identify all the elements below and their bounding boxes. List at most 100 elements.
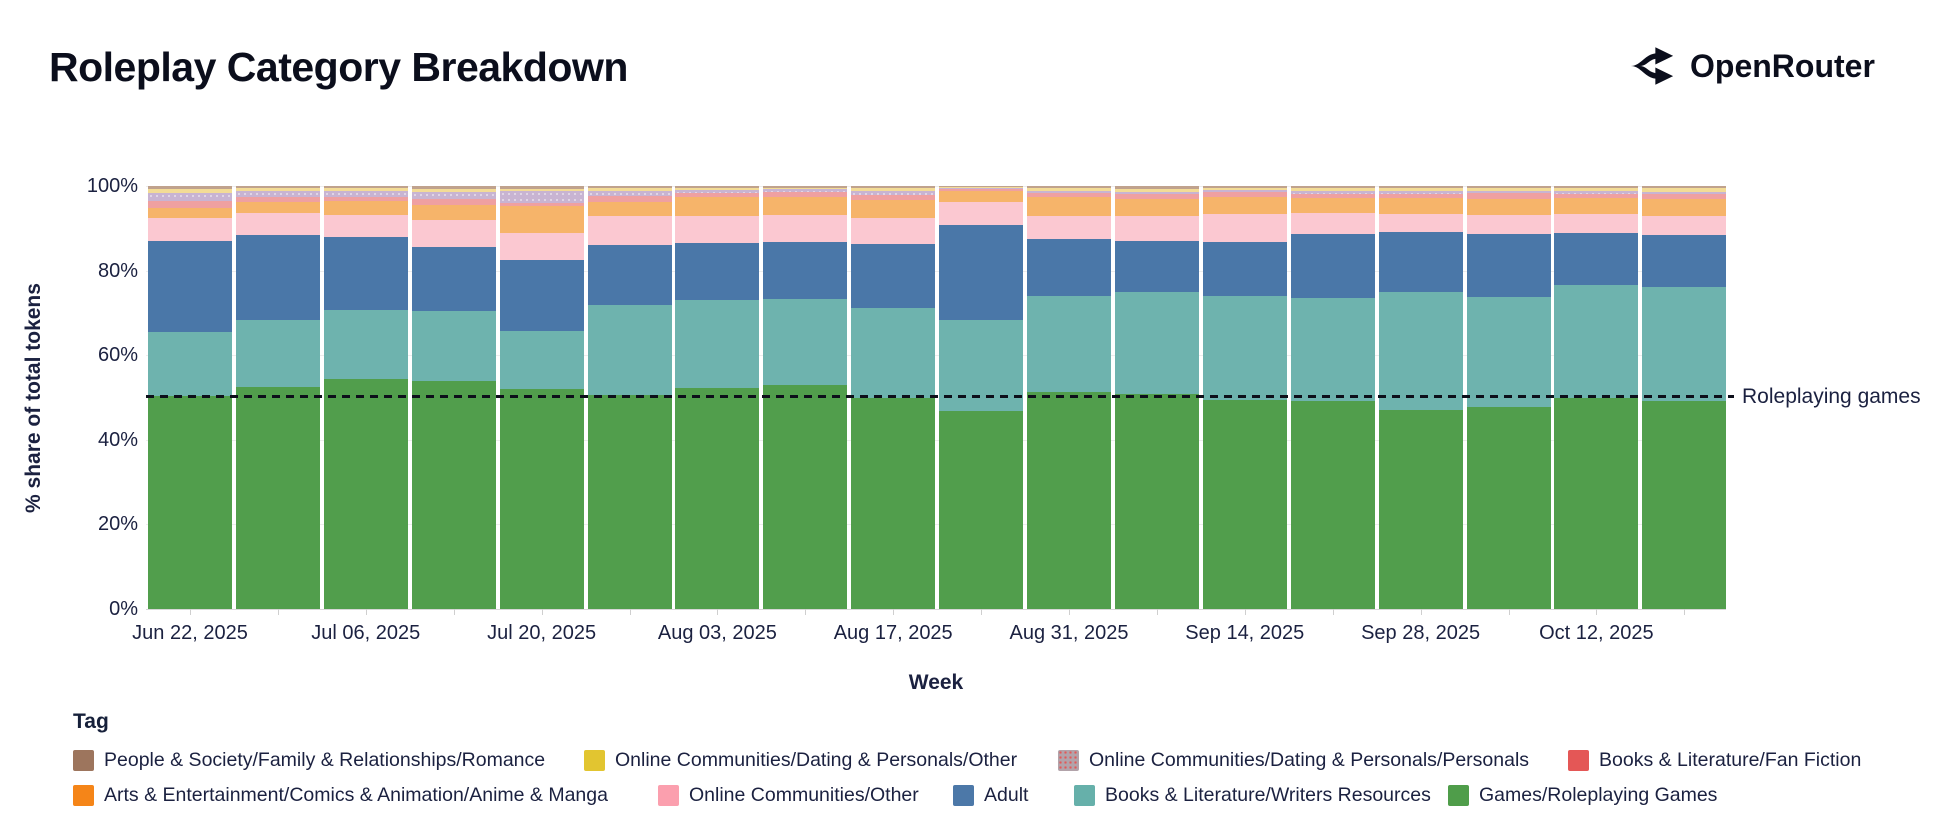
legend-item-personals[interactable]: Online Communities/Dating & Personals/Pe…	[1058, 748, 1529, 772]
segment-games[interactable]	[763, 385, 848, 609]
segment-romance[interactable]	[148, 186, 232, 189]
bar-jul-27-2025[interactable]	[587, 186, 672, 609]
segment-romance[interactable]	[1114, 186, 1199, 189]
segment-fanfic[interactable]	[235, 197, 320, 203]
segment-personals[interactable]	[1290, 191, 1375, 194]
segment-oc_other[interactable]	[1466, 214, 1551, 235]
segment-personals[interactable]	[1378, 191, 1463, 194]
segment-games[interactable]	[1114, 393, 1199, 609]
segment-personals[interactable]	[323, 191, 408, 198]
segment-adult[interactable]	[148, 240, 232, 333]
bar-sep-14-2025[interactable]	[1202, 186, 1287, 609]
segment-personals[interactable]	[1642, 191, 1727, 195]
bar-jul-13-2025[interactable]	[411, 186, 496, 609]
segment-anime[interactable]	[1114, 199, 1199, 217]
segment-games[interactable]	[1378, 410, 1463, 609]
segment-adult[interactable]	[1202, 242, 1287, 297]
segment-oc_other[interactable]	[499, 232, 584, 260]
segment-dating_other[interactable]	[411, 188, 496, 192]
segment-dating_other[interactable]	[1202, 187, 1287, 191]
bar-oct-19-2025[interactable]	[1642, 186, 1727, 609]
segment-oc_other[interactable]	[1114, 216, 1199, 241]
segment-games[interactable]	[235, 387, 320, 609]
segment-romance[interactable]	[1554, 186, 1639, 189]
segment-oc_other[interactable]	[939, 202, 1024, 225]
segment-adult[interactable]	[1642, 235, 1727, 288]
bar-oct-12-2025[interactable]	[1554, 186, 1639, 609]
bar-aug-24-2025[interactable]	[939, 186, 1024, 609]
segment-anime[interactable]	[939, 191, 1024, 203]
segment-anime[interactable]	[1027, 196, 1111, 216]
segment-adult[interactable]	[235, 235, 320, 321]
segment-fanfic[interactable]	[1290, 193, 1375, 199]
segment-romance[interactable]	[675, 186, 760, 188]
segment-writers[interactable]	[1554, 285, 1639, 399]
segment-writers[interactable]	[675, 299, 760, 388]
segment-fanfic[interactable]	[851, 194, 936, 200]
segment-oc_other[interactable]	[1027, 215, 1111, 240]
segment-romance[interactable]	[323, 186, 408, 189]
segment-adult[interactable]	[411, 246, 496, 311]
segment-adult[interactable]	[1466, 234, 1551, 298]
bar-jun-29-2025[interactable]	[235, 186, 320, 609]
segment-romance[interactable]	[235, 186, 320, 188]
segment-games[interactable]	[1642, 400, 1727, 609]
segment-anime[interactable]	[1554, 198, 1639, 214]
legend-item-games[interactable]: Games/Roleplaying Games	[1448, 783, 1717, 807]
segment-anime[interactable]	[1290, 198, 1375, 214]
segment-dating_other[interactable]	[323, 188, 408, 192]
segment-writers[interactable]	[148, 332, 232, 396]
segment-dating_other[interactable]	[587, 188, 672, 192]
segment-oc_other[interactable]	[763, 215, 848, 243]
segment-romance[interactable]	[1290, 186, 1375, 189]
segment-games[interactable]	[587, 394, 672, 609]
segment-writers[interactable]	[323, 309, 408, 380]
segment-dating_other[interactable]	[1378, 188, 1463, 192]
segment-personals[interactable]	[148, 193, 232, 202]
segment-oc_other[interactable]	[587, 215, 672, 245]
segment-personals[interactable]	[235, 190, 320, 198]
bar-sep-07-2025[interactable]	[1114, 186, 1199, 609]
segment-oc_other[interactable]	[1554, 213, 1639, 234]
legend-item-writers[interactable]: Books & Literature/Writers Resources	[1074, 783, 1431, 807]
segment-games[interactable]	[1554, 398, 1639, 609]
segment-oc_other[interactable]	[323, 214, 408, 238]
segment-fanfic[interactable]	[1027, 192, 1111, 197]
segment-writers[interactable]	[763, 299, 848, 386]
segment-oc_other[interactable]	[1378, 213, 1463, 233]
segment-anime[interactable]	[323, 200, 408, 215]
segment-personals[interactable]	[851, 191, 936, 195]
bar-sep-28-2025[interactable]	[1378, 186, 1463, 609]
segment-adult[interactable]	[939, 224, 1024, 321]
segment-oc_other[interactable]	[148, 218, 232, 241]
segment-adult[interactable]	[851, 243, 936, 308]
segment-games[interactable]	[1290, 401, 1375, 609]
segment-romance[interactable]	[411, 186, 496, 189]
segment-games[interactable]	[1202, 399, 1287, 609]
segment-writers[interactable]	[1642, 287, 1727, 401]
segment-dating_other[interactable]	[939, 186, 1024, 189]
legend-item-dating_other[interactable]: Online Communities/Dating & Personals/Ot…	[584, 748, 1017, 772]
segment-romance[interactable]	[1027, 186, 1111, 189]
segment-fanfic[interactable]	[323, 197, 408, 201]
segment-romance[interactable]	[1378, 186, 1463, 189]
segment-personals[interactable]	[1466, 190, 1551, 193]
bar-aug-03-2025[interactable]	[675, 186, 760, 609]
segment-romance[interactable]	[499, 186, 584, 190]
segment-fanfic[interactable]	[1378, 193, 1463, 199]
segment-oc_other[interactable]	[1290, 213, 1375, 235]
segment-anime[interactable]	[148, 207, 232, 219]
bar-jun-22-2025[interactable]	[148, 186, 232, 609]
segment-oc_other[interactable]	[675, 216, 760, 243]
segment-oc_other[interactable]	[1202, 214, 1287, 243]
segment-dating_other[interactable]	[1290, 188, 1375, 192]
segment-dating_other[interactable]	[851, 188, 936, 192]
segment-games[interactable]	[939, 410, 1024, 609]
segment-oc_other[interactable]	[235, 213, 320, 236]
segment-personals[interactable]	[675, 190, 760, 193]
segment-adult[interactable]	[1114, 240, 1199, 293]
segment-writers[interactable]	[587, 304, 672, 395]
segment-games[interactable]	[148, 395, 232, 609]
segment-dating_other[interactable]	[1466, 187, 1551, 191]
segment-dating_other[interactable]	[763, 187, 848, 190]
